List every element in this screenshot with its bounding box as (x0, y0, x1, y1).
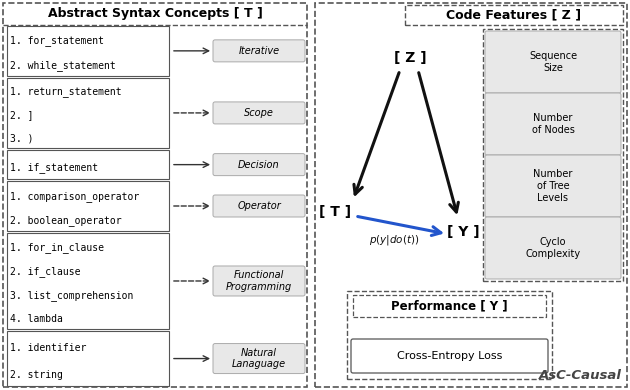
Text: 2. ]: 2. ] (10, 110, 33, 120)
Text: Cyclo
Complexity: Cyclo Complexity (525, 237, 581, 259)
Text: Code Features [ Z ]: Code Features [ Z ] (447, 9, 581, 21)
Text: Iterative: Iterative (238, 46, 280, 56)
FancyBboxPatch shape (213, 40, 305, 62)
Text: 1. comparison_operator: 1. comparison_operator (10, 191, 139, 202)
FancyBboxPatch shape (7, 26, 169, 76)
FancyBboxPatch shape (347, 291, 552, 379)
Text: 1. for_statement: 1. for_statement (10, 35, 104, 46)
Text: 1. for_in_clause: 1. for_in_clause (10, 242, 104, 253)
Text: Cross-Entropy Loss: Cross-Entropy Loss (397, 351, 502, 361)
Text: $p(y\vert do(t))$: $p(y\vert do(t))$ (369, 233, 419, 247)
Text: Sequence
Size: Sequence Size (529, 51, 577, 73)
Text: Operator: Operator (237, 201, 281, 211)
Text: 2. while_statement: 2. while_statement (10, 60, 116, 71)
Text: 2. string: 2. string (10, 370, 63, 380)
Text: Performance [ Y ]: Performance [ Y ] (391, 300, 508, 312)
Text: 1. if_statement: 1. if_statement (10, 162, 98, 173)
FancyBboxPatch shape (213, 195, 305, 217)
FancyBboxPatch shape (7, 150, 169, 179)
Text: Natural
Lanaguage: Natural Lanaguage (232, 348, 286, 369)
FancyBboxPatch shape (485, 217, 621, 279)
FancyBboxPatch shape (7, 233, 169, 329)
Text: 1. return_statement: 1. return_statement (10, 86, 122, 97)
Text: [ Z ]: [ Z ] (394, 51, 427, 65)
Text: [ Y ]: [ Y ] (447, 225, 479, 239)
FancyBboxPatch shape (485, 93, 621, 155)
FancyBboxPatch shape (485, 31, 621, 93)
Text: AsC-Causal: AsC-Causal (539, 369, 622, 382)
FancyBboxPatch shape (3, 3, 307, 387)
FancyBboxPatch shape (213, 154, 305, 176)
FancyBboxPatch shape (315, 3, 627, 387)
FancyBboxPatch shape (213, 102, 305, 124)
FancyBboxPatch shape (7, 181, 169, 231)
FancyBboxPatch shape (7, 78, 169, 148)
Text: 3. list_comprehension: 3. list_comprehension (10, 290, 134, 301)
Text: Number
of Nodes: Number of Nodes (532, 113, 575, 135)
FancyBboxPatch shape (483, 29, 623, 281)
FancyBboxPatch shape (485, 155, 621, 217)
Text: Decision: Decision (238, 160, 280, 170)
FancyBboxPatch shape (7, 331, 169, 386)
Text: 4. lambda: 4. lambda (10, 314, 63, 324)
FancyBboxPatch shape (405, 5, 623, 25)
Text: Functional
Programming: Functional Programming (226, 270, 292, 292)
Text: Abstract Syntax Concepts [ T ]: Abstract Syntax Concepts [ T ] (47, 7, 263, 21)
Text: 1. identifier: 1. identifier (10, 342, 86, 353)
FancyBboxPatch shape (213, 344, 305, 374)
FancyBboxPatch shape (353, 295, 546, 317)
Text: 2. boolean_operator: 2. boolean_operator (10, 215, 122, 226)
FancyBboxPatch shape (213, 266, 305, 296)
Text: 3. ): 3. ) (10, 134, 33, 144)
Text: 2. if_clause: 2. if_clause (10, 266, 81, 277)
Text: Number
of Tree
Levels: Number of Tree Levels (534, 169, 573, 202)
FancyBboxPatch shape (351, 339, 548, 373)
Text: Scope: Scope (244, 108, 274, 118)
Text: [ T ]: [ T ] (319, 205, 351, 219)
